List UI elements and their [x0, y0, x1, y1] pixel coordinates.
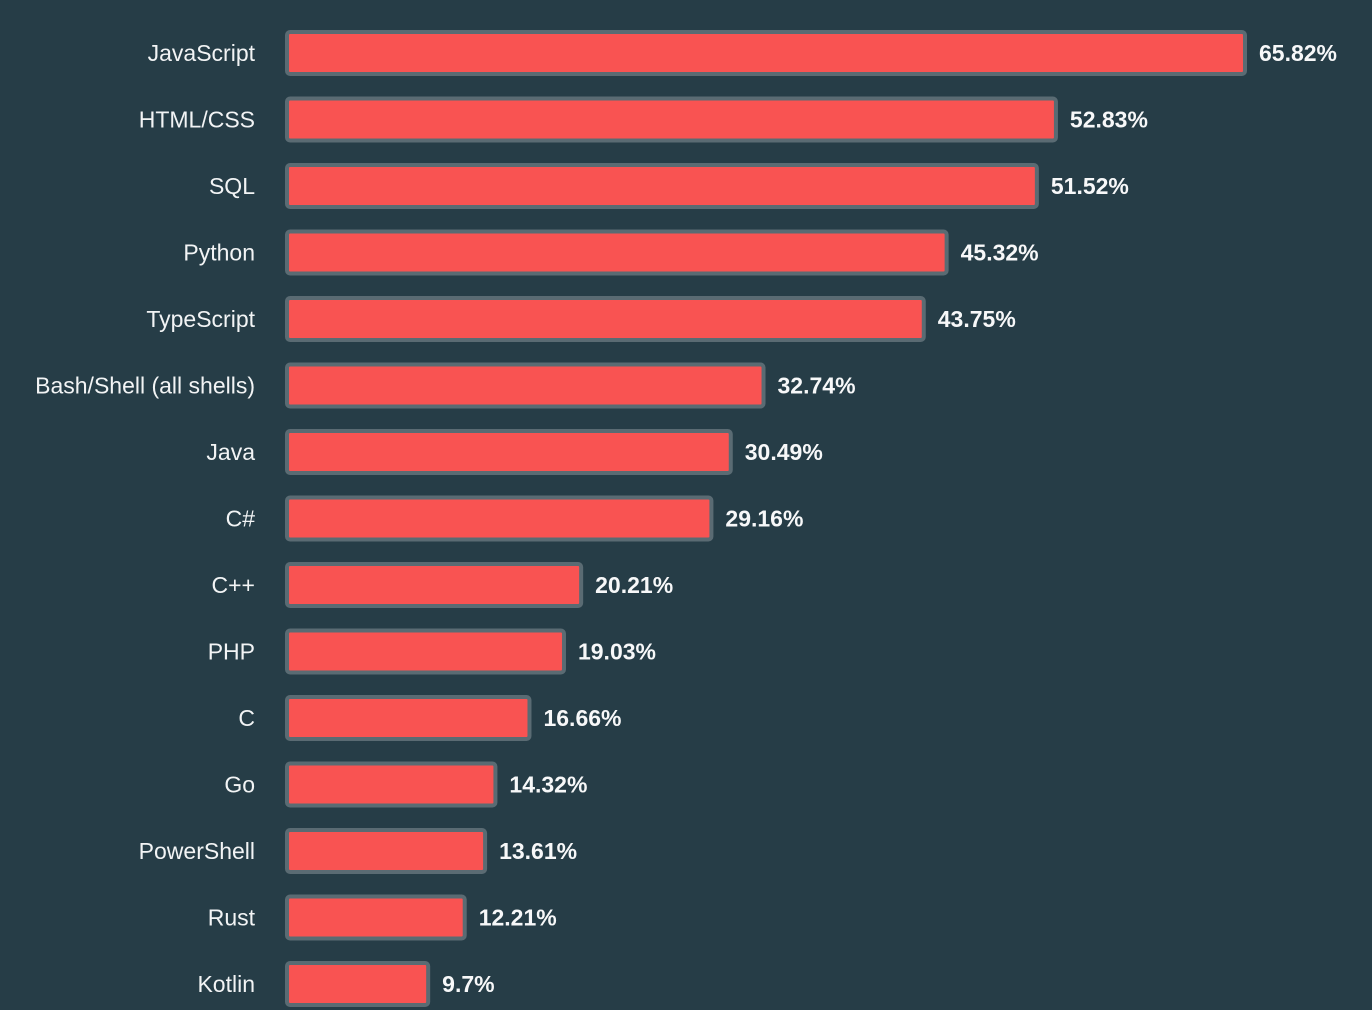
value-label: 16.66%	[543, 705, 621, 731]
value-label: 30.49%	[745, 439, 823, 465]
bar-row: Go 14.32%	[224, 761, 587, 808]
category-label: Java	[206, 439, 255, 465]
value-label: 12.21%	[479, 905, 557, 931]
bar-row: C++ 20.21%	[212, 562, 673, 608]
category-label: SQL	[209, 173, 255, 199]
category-label: C	[238, 705, 255, 731]
value-label: 14.32%	[509, 772, 587, 798]
bar-row: Rust 12.21%	[208, 894, 557, 941]
bar-row: C 16.66%	[238, 695, 621, 741]
bar	[285, 362, 766, 409]
category-label: Go	[224, 772, 255, 798]
value-label: 19.03%	[578, 639, 656, 665]
bar	[285, 562, 584, 608]
category-label: PowerShell	[139, 838, 255, 864]
value-label: 29.16%	[725, 506, 803, 532]
value-label: 32.74%	[778, 373, 856, 399]
bar-row: Python 45.32%	[183, 229, 1039, 276]
bar-row: HTML/CSS 52.83%	[139, 96, 1148, 143]
bar	[285, 695, 532, 741]
bar-row: PHP 19.03%	[208, 628, 656, 675]
bar-row: TypeScript 43.75%	[146, 296, 1016, 342]
bar-row: Java 30.49%	[206, 429, 823, 475]
bar	[285, 495, 714, 542]
value-label: 65.82%	[1259, 40, 1337, 66]
category-label: Python	[183, 240, 255, 266]
bar-row: Kotlin 9.7%	[197, 961, 495, 1007]
bar	[285, 961, 431, 1007]
value-label: 9.7%	[442, 971, 494, 997]
bar	[285, 429, 733, 475]
value-label: 20.21%	[595, 572, 673, 598]
bars-layer: JavaScript 65.82% HTML/CSS 52.83% SQL 51.52% P…	[35, 30, 1337, 1007]
bar	[285, 229, 949, 276]
bar	[285, 628, 566, 675]
bar	[285, 761, 498, 808]
bar	[285, 894, 467, 941]
value-label: 51.52%	[1051, 173, 1129, 199]
bar	[285, 163, 1039, 209]
category-label: Bash/Shell (all shells)	[35, 373, 255, 399]
category-label: C++	[212, 572, 255, 598]
category-label: HTML/CSS	[139, 107, 255, 133]
bar	[285, 96, 1058, 143]
value-label: 52.83%	[1070, 107, 1148, 133]
value-label: 13.61%	[499, 838, 577, 864]
bar	[285, 296, 926, 342]
value-label: 43.75%	[938, 306, 1016, 332]
category-label: Kotlin	[197, 971, 255, 997]
bar-row: JavaScript 65.82%	[148, 30, 1337, 76]
category-label: C#	[226, 506, 256, 532]
value-label: 45.32%	[961, 240, 1039, 266]
category-label: PHP	[208, 639, 255, 665]
category-label: TypeScript	[146, 306, 255, 332]
bar-row: C# 29.16%	[226, 495, 803, 542]
bar-row: SQL 51.52%	[209, 163, 1129, 209]
bar	[285, 828, 488, 874]
category-label: JavaScript	[148, 40, 256, 66]
category-label: Rust	[208, 905, 256, 931]
bar-row: Bash/Shell (all shells) 32.74%	[35, 362, 856, 409]
bar	[285, 30, 1247, 76]
bar-row: PowerShell 13.61%	[139, 828, 577, 874]
